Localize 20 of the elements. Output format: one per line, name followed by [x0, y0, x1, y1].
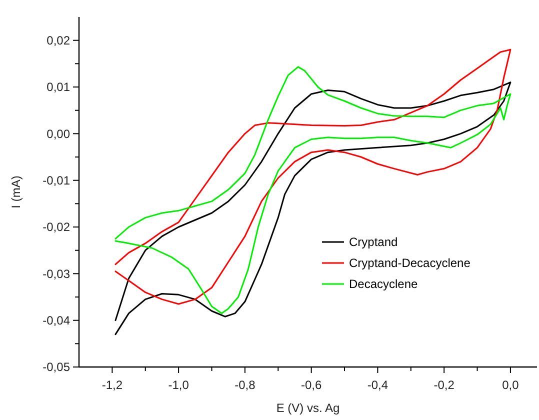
- x-tick-label: -0,4: [367, 378, 388, 392]
- y-tick-label: -0,05: [42, 360, 70, 374]
- x-tick-label: 0,0: [502, 378, 520, 392]
- y-tick-label: 0,00: [46, 126, 70, 141]
- legend-label: Cryptand-Decacyclene: [349, 256, 471, 270]
- legend-label: Cryptand: [349, 235, 398, 250]
- y-tick-label: -0,04: [42, 314, 70, 328]
- y-tick-label: -0,03: [42, 266, 70, 281]
- x-tick-label: -0,6: [300, 378, 322, 392]
- x-tick-label: -1,0: [168, 378, 190, 392]
- y-axis-title: I (mA): [9, 176, 23, 208]
- legend-label: Decacyclene: [349, 277, 418, 292]
- x-axis-title: E (V) vs. Ag: [276, 401, 340, 415]
- x-tick-label: -1,2: [102, 378, 123, 392]
- x-tick-label: -0,8: [234, 378, 256, 392]
- y-tick-label: 0,01: [46, 80, 70, 94]
- y-tick-label: 0,02: [46, 34, 70, 48]
- x-tick-label: -0,2: [434, 378, 455, 392]
- y-tick-label: -0,02: [42, 220, 70, 234]
- y-tick-label: -0,01: [42, 174, 70, 188]
